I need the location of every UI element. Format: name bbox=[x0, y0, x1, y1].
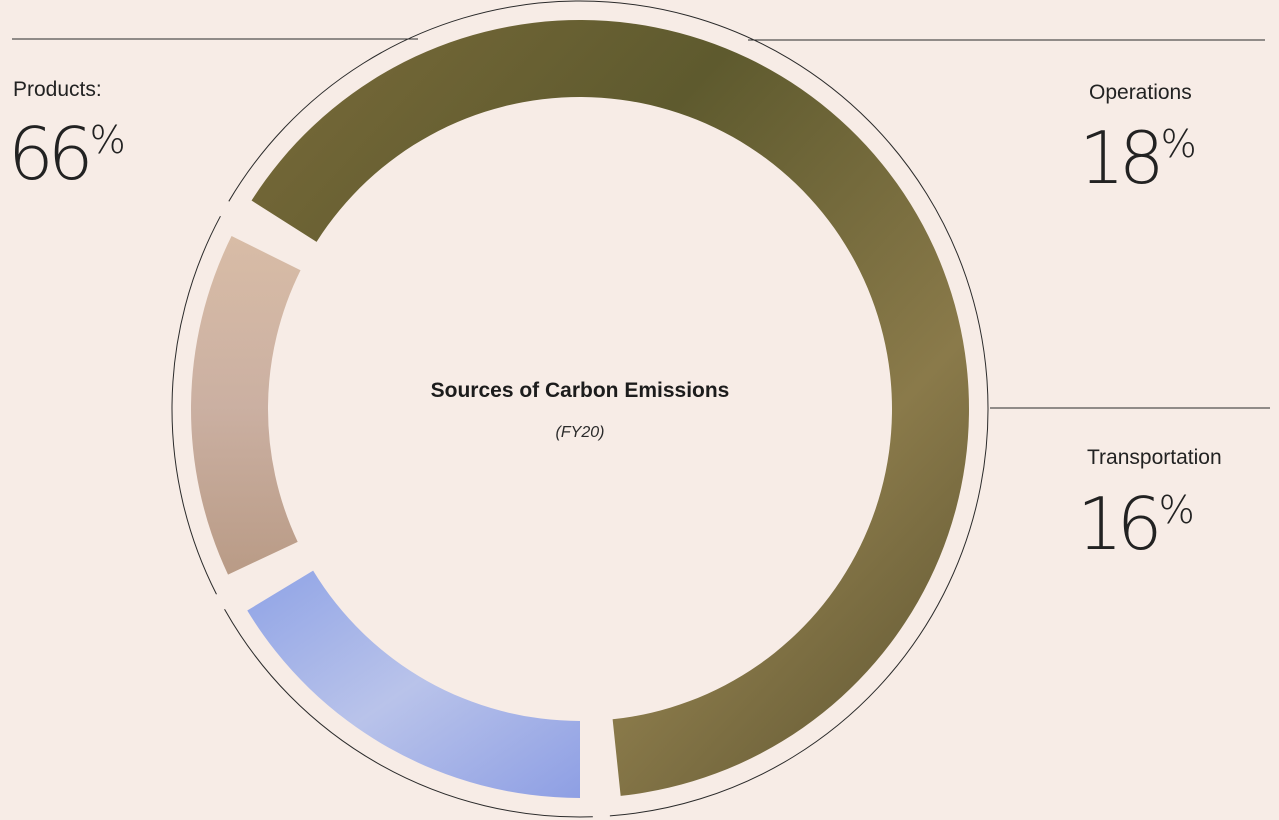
slice-label-operations: Operations bbox=[1089, 81, 1192, 104]
donut-slice-transportation bbox=[191, 236, 301, 575]
outer-ring-arc-products bbox=[228, 0, 989, 817]
slice-label-transportation: Transportation bbox=[1087, 446, 1222, 469]
chart-subtitle: (FY20) bbox=[555, 424, 605, 441]
slice-value-transportation: 16% bbox=[1077, 488, 1195, 560]
outer-ring-arc-transportation bbox=[171, 215, 221, 595]
percent-sign: % bbox=[1160, 122, 1197, 166]
donut-slice-operations bbox=[247, 570, 580, 799]
outer-ring-arc-operations bbox=[224, 609, 593, 818]
slice-value-products: 66% bbox=[8, 118, 126, 190]
slice-label-products: Products: bbox=[13, 78, 102, 101]
chart-title: Sources of Carbon Emissions bbox=[430, 379, 730, 402]
percent-sign: % bbox=[89, 118, 126, 162]
slice-value-number: 66 bbox=[8, 112, 94, 196]
slice-value-number: 16 bbox=[1077, 482, 1163, 566]
slice-value-number: 18 bbox=[1079, 116, 1165, 200]
percent-sign: % bbox=[1158, 488, 1195, 532]
slice-value-operations: 18% bbox=[1079, 122, 1197, 194]
